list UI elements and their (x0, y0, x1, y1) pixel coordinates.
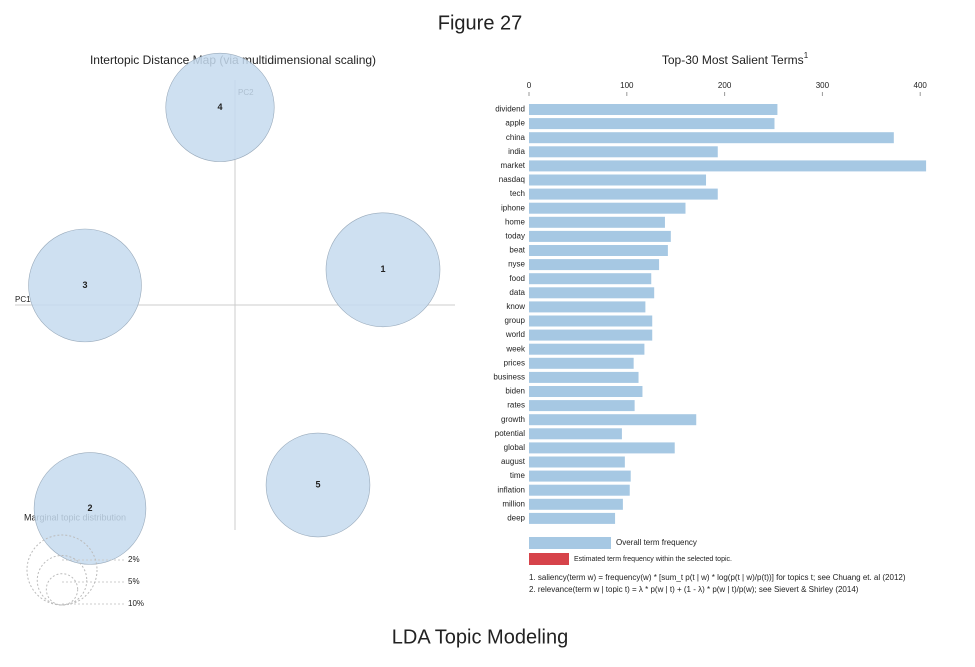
term-label: august (501, 457, 526, 466)
topic-label: 4 (217, 102, 222, 112)
term-label: million (502, 499, 525, 508)
term-label: potential (495, 429, 525, 438)
bar (529, 230, 671, 242)
term-label: nasdaq (499, 175, 525, 184)
term-label: apple (505, 119, 525, 128)
term-label: iphone (501, 203, 526, 212)
size-legend-label: 5% (128, 577, 140, 586)
size-legend-circle (26, 534, 98, 606)
x-tick-label: 100 (620, 81, 634, 90)
term-label: tech (510, 189, 525, 198)
bar-title-note: 1 (804, 51, 809, 60)
topic-label: 5 (315, 479, 320, 489)
term-label: nyse (508, 260, 525, 269)
size-legend-circle (36, 554, 88, 606)
term-label: food (509, 274, 525, 283)
term-label: growth (501, 415, 525, 424)
bar (529, 357, 634, 369)
bar (529, 414, 697, 426)
term-label: inflation (497, 485, 525, 494)
footnote: 2. relevance(term w | topic t) = λ * p(w… (529, 585, 859, 594)
legend-swatch (529, 553, 569, 565)
bar (529, 484, 630, 496)
bar (529, 371, 639, 383)
bar (529, 400, 635, 412)
topic-bubble (265, 432, 371, 538)
term-label: global (504, 443, 526, 452)
x-tick-label: 400 (914, 81, 928, 90)
term-label: data (509, 288, 525, 297)
term-label: deep (507, 514, 525, 523)
bar (529, 287, 655, 299)
term-label: week (505, 344, 526, 353)
legend-label: Estimated term frequency within the sele… (574, 556, 732, 563)
term-label: india (508, 147, 525, 156)
bar (529, 216, 665, 228)
bar (529, 470, 631, 482)
term-label: today (505, 232, 525, 241)
bar (529, 259, 660, 271)
term-label: rates (507, 401, 525, 410)
bar (529, 456, 625, 468)
term-label: market (501, 161, 526, 170)
bar (529, 160, 927, 172)
topic-label: 3 (82, 280, 87, 290)
size-legend-label: 10% (128, 599, 144, 608)
term-label: prices (504, 358, 525, 367)
bar-title-text: Top-30 Most Salient Terms (662, 53, 804, 67)
topic-bubble (28, 228, 142, 343)
size-legend-label: 2% (128, 555, 140, 564)
bar (529, 386, 643, 397)
term-label: dividend (495, 105, 525, 114)
term-label: home (505, 217, 526, 226)
bar (529, 174, 707, 186)
bar (529, 343, 645, 355)
topic-label: 1 (380, 264, 385, 274)
x-tick-label: 200 (718, 81, 732, 90)
term-label: know (506, 302, 525, 311)
size-legend-circle (45, 573, 79, 606)
legend-swatch (529, 537, 611, 549)
bar-title: Top-30 Most Salient Terms1 (662, 51, 809, 67)
bar (529, 202, 686, 214)
term-label: group (505, 316, 526, 325)
bar (529, 273, 652, 285)
x-tick-label: 300 (816, 81, 830, 90)
topic-bubble (165, 52, 275, 162)
bar (529, 329, 653, 341)
bar (529, 498, 623, 510)
figure-title: Figure 27 (438, 12, 523, 34)
topic-bubble (33, 452, 147, 565)
bar (529, 104, 778, 115)
footnote: 1. saliency(term w) = frequency(w) * [su… (529, 573, 906, 582)
bar (529, 428, 622, 440)
caption: LDA Topic Modeling (392, 626, 568, 648)
term-label: beat (509, 246, 525, 255)
term-label: business (493, 373, 525, 382)
bar (529, 132, 894, 144)
bar (529, 315, 653, 327)
x-tick-label: 0 (527, 81, 532, 90)
legend-label: Overall term frequency (616, 538, 697, 547)
bar (529, 442, 675, 454)
bar (529, 512, 616, 524)
bar (529, 146, 718, 158)
bar (529, 118, 775, 130)
bar (529, 245, 668, 256)
term-label: china (506, 133, 526, 142)
x-axis-label: PC1 (15, 295, 31, 304)
topic-bubble (325, 212, 441, 328)
bar (529, 301, 646, 313)
topic-label: 2 (87, 503, 92, 513)
term-label: time (510, 471, 526, 480)
bar (529, 188, 718, 200)
term-label: world (505, 330, 525, 339)
term-label: biden (505, 387, 525, 396)
